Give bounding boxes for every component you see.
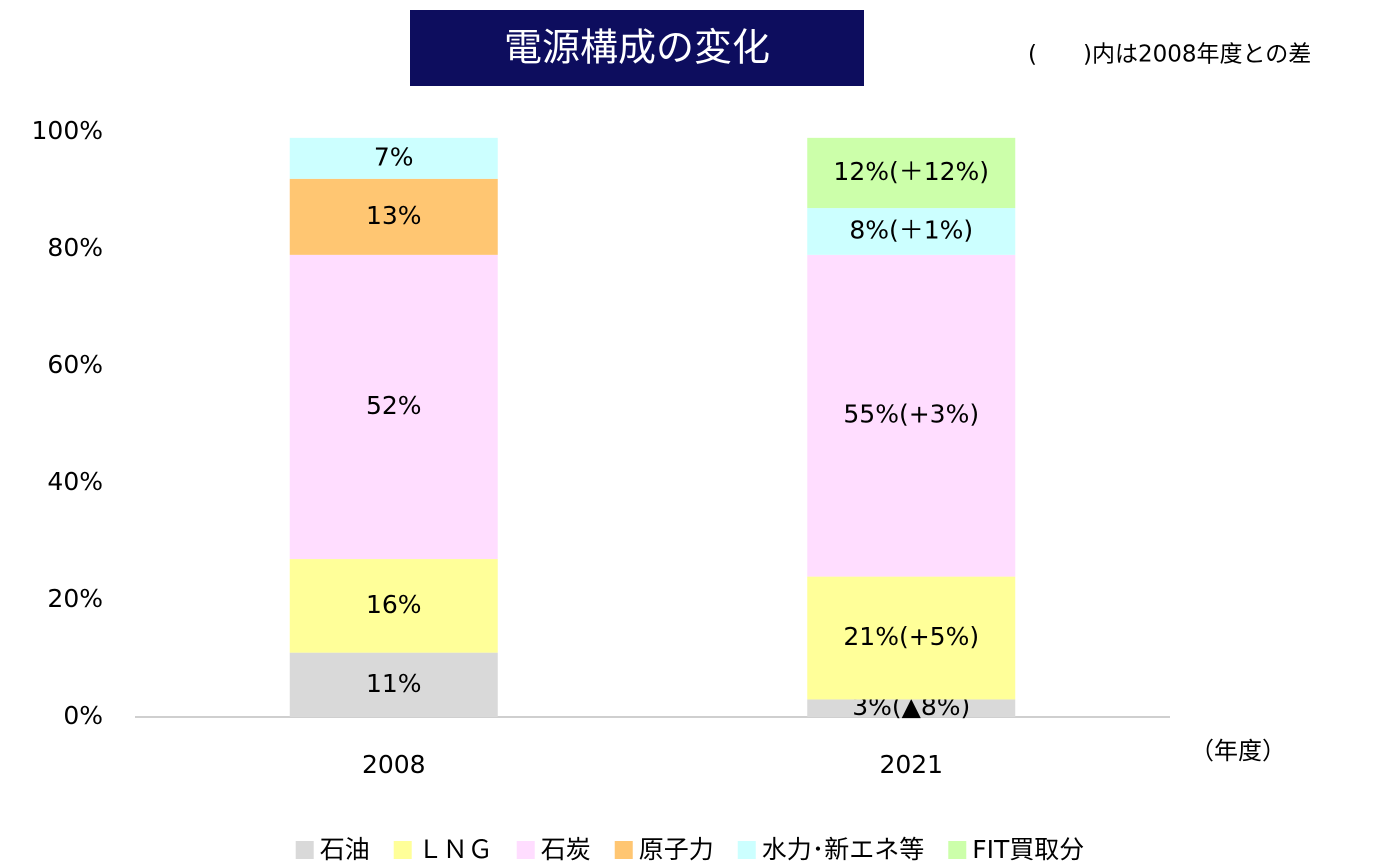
bar-segment: [807, 699, 1016, 717]
bar-segment: [807, 137, 1016, 209]
data-label: 13%: [366, 201, 422, 230]
bar-segment: [289, 178, 498, 255]
bar-segment: [807, 208, 1016, 255]
legend-label: FIT買取分: [972, 835, 1084, 864]
data-label: 12%(＋12%): [833, 157, 989, 186]
legend-label: 石油: [320, 835, 370, 864]
chart-title: 電源構成の変化: [504, 26, 770, 70]
legend-label: 石炭: [541, 835, 591, 864]
legend-swatch: [516, 841, 535, 859]
y-tick-label: 80%: [47, 233, 103, 262]
title-box: [410, 10, 864, 86]
legend-swatch: [295, 841, 314, 859]
bar-segment: [289, 652, 498, 717]
bar-segment: [807, 576, 1016, 700]
x-tick-label: 2008: [362, 750, 426, 779]
bar-segment: [289, 559, 498, 653]
legend-swatch: [948, 841, 967, 859]
data-label: 7%: [374, 142, 414, 171]
data-label: 52%: [366, 391, 422, 420]
bar-segment: [289, 137, 498, 179]
x-tick-label: 2021: [879, 750, 943, 779]
data-label: 8%(＋1%): [849, 215, 973, 244]
y-tick-label: 20%: [47, 584, 103, 613]
legend-label: 原子力: [639, 835, 714, 864]
note: ( )内は2008年度との差: [1028, 42, 1311, 68]
legend-swatch: [614, 841, 633, 859]
y-tick-label: 60%: [47, 350, 103, 379]
data-label: 11%: [366, 669, 422, 698]
x-axis-label: （年度）: [1190, 737, 1286, 765]
y-tick-label: 0%: [63, 701, 103, 730]
legend-label: 水力･新エネ等: [762, 835, 925, 864]
data-label: 55%(+3%): [843, 400, 979, 429]
bar-segment: [807, 254, 1016, 577]
y-tick-label: 40%: [47, 467, 103, 496]
legend-label: ＬＮＧ: [418, 835, 493, 864]
bar-segment: [289, 254, 498, 560]
data-label: 16%: [366, 590, 422, 619]
legend-swatch: [393, 841, 412, 859]
y-tick-label: 100%: [32, 116, 103, 145]
data-label: 21%(+5%): [843, 622, 979, 651]
legend-swatch: [737, 841, 756, 859]
